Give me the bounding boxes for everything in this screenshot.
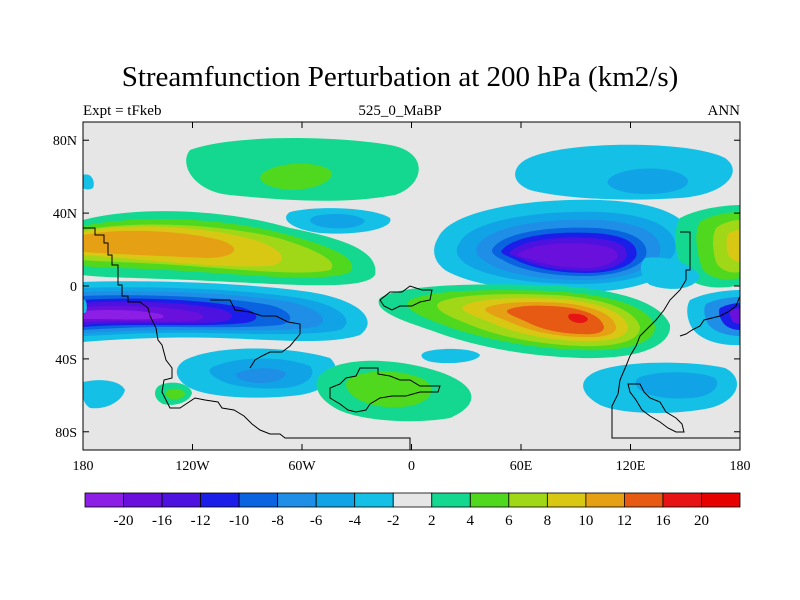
- season-label: ANN: [707, 103, 741, 119]
- y-tick-label: 0: [70, 280, 77, 295]
- colorbar-swatch: [546, 492, 587, 508]
- colorbar-swatch: [585, 492, 625, 508]
- coastline-south-america: [210, 299, 301, 369]
- colorbar-label: 10: [578, 513, 593, 529]
- colorbar-swatch: [277, 492, 317, 508]
- x-tick-label: 120W: [175, 459, 210, 474]
- colorbar-swatch: [238, 492, 279, 508]
- colorbar-label: -2: [387, 513, 400, 529]
- contour-negative: [83, 299, 87, 314]
- contour-positive: [165, 388, 185, 400]
- colorbar-swatch: [624, 492, 664, 508]
- contour-negative: [517, 243, 618, 268]
- colorbar-swatch: [508, 492, 548, 508]
- contour-negative: [310, 213, 365, 229]
- y-tick-label: 80S: [55, 426, 77, 441]
- colorbar-swatch: [701, 492, 741, 508]
- colorbar-swatch: [315, 492, 356, 508]
- colorbar-swatch: [84, 492, 124, 508]
- colorbar-swatch: [161, 492, 201, 508]
- colorbar-swatch: [392, 492, 433, 508]
- x-tick-label: 60E: [510, 459, 533, 474]
- colorbar: -20 -16 -12 -10 -8 -6 -4 -2 2 4 6 8 10 12 16 20: [84, 492, 741, 529]
- contour-negative: [83, 174, 94, 190]
- x-tick-label: 0: [408, 459, 415, 474]
- colorbar-label: -20: [114, 513, 134, 529]
- y-tick-label: 40S: [55, 353, 77, 368]
- contour-positive: [260, 163, 332, 190]
- case-label: 525_0_MaBP: [358, 103, 442, 119]
- colorbar-label: 6: [505, 513, 513, 529]
- experiment-label: Expt = tFkeb: [83, 103, 162, 119]
- coastline-americas: [83, 227, 411, 450]
- y-axis: 80N 40N 0 40S 80S: [53, 134, 740, 441]
- colorbar-label: 12: [617, 513, 632, 529]
- coastline-pacific-east: [679, 295, 740, 337]
- colorbar-label: 2: [428, 513, 436, 529]
- coastline-southern-africa: [329, 367, 441, 413]
- contour-negative: [729, 308, 740, 324]
- map-title: Streamfunction Perturbation at 200 hPa (…: [121, 61, 679, 93]
- contour-field: [83, 138, 740, 422]
- colorbar-swatch: [354, 492, 394, 508]
- colorbar-label: -12: [191, 513, 211, 529]
- contour-positive: [726, 230, 740, 262]
- contour-negative: [83, 310, 164, 320]
- x-tick-label: 120E: [616, 459, 646, 474]
- contour-negative: [83, 380, 125, 409]
- colorbar-swatch: [200, 492, 240, 508]
- y-tick-label: 40N: [53, 207, 77, 222]
- contour-positive: [568, 313, 588, 323]
- colorbar-label: 8: [544, 513, 552, 529]
- colorbar-swatch: [123, 492, 163, 508]
- contour-negative: [236, 368, 286, 383]
- coastline-asia-east: [611, 231, 740, 439]
- colorbar-swatch: [662, 492, 702, 508]
- colorbar-swatch: [469, 492, 510, 508]
- x-axis: 180 120W 60W 0 60E 120E 180: [73, 122, 751, 474]
- x-tick-label: 60W: [288, 459, 316, 474]
- colorbar-swatch: [431, 492, 471, 508]
- colorbar-label: 20: [694, 513, 709, 529]
- colorbar-label: -10: [229, 513, 249, 529]
- y-tick-label: 80N: [53, 134, 77, 149]
- colorbar-label: 4: [467, 513, 475, 529]
- colorbar-label: -6: [310, 513, 323, 529]
- coastline-africa: [379, 285, 433, 311]
- x-tick-label: 180: [73, 459, 94, 474]
- contour-negative: [607, 168, 689, 194]
- colorbar-label: -8: [271, 513, 284, 529]
- contour-negative: [421, 348, 480, 364]
- colorbar-label: -4: [348, 513, 361, 529]
- colorbar-label: 16: [655, 513, 671, 529]
- x-tick-label: 180: [730, 459, 751, 474]
- contour-negative: [635, 372, 718, 399]
- colorbar-label: -16: [152, 513, 172, 529]
- contour-positive: [83, 230, 235, 258]
- contour-positive: [506, 305, 604, 335]
- coastline-australia: [627, 383, 685, 433]
- coastlines: [83, 227, 740, 450]
